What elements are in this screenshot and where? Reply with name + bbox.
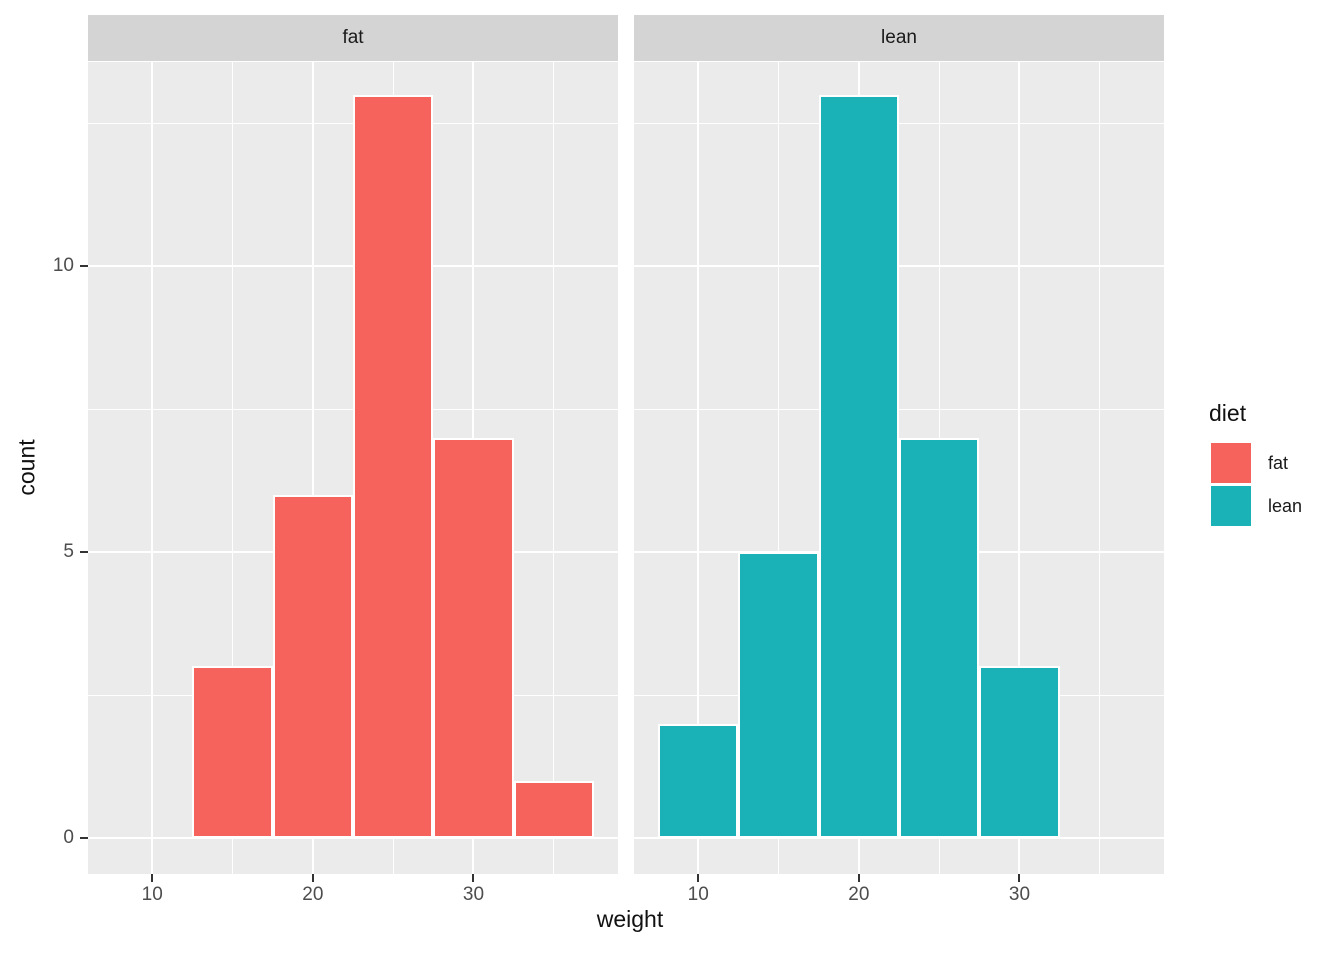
x-minor-gridline [553,62,555,874]
facet-strip-label: fat [342,27,364,48]
x-minor-gridline [1099,62,1101,874]
y-minor-gridline [634,122,1164,124]
x-tick [697,874,700,882]
x-major-gridline [1018,62,1021,874]
y-tick-label: 5 [63,541,74,563]
y-tick [80,265,88,268]
facet-strip-lean: lean [634,15,1164,61]
x-tick-label: 10 [687,884,709,905]
x-minor-gridline [778,62,780,874]
legend-title: diet [1209,400,1247,426]
y-tick-label: 10 [52,255,74,277]
histogram-bar-fat-35 [513,780,594,838]
y-tick-label: 0 [63,827,74,848]
x-tick-label: 10 [141,884,163,905]
facet-strip-fat: fat [88,15,618,61]
histogram-bar-lean-30 [979,666,1060,838]
legend-key-lean: lean [1206,486,1302,526]
y-minor-gridline [634,408,1164,410]
histogram-bar-lean-25 [899,437,980,838]
x-tick [1018,874,1021,882]
histogram-bar-fat-15 [192,666,273,838]
histogram-bar-lean-15 [738,552,819,838]
x-tick-label: 30 [1008,884,1031,905]
y-major-gridline [634,265,1164,268]
legend-swatch-lean [1211,486,1251,526]
histogram-bar-lean-20 [818,94,899,838]
x-axis-title: weight [596,906,664,932]
histogram-bar-fat-30 [433,437,514,838]
legend-swatch-fat [1211,443,1251,483]
y-tick [80,551,88,554]
y-axis-title: count [13,439,40,496]
facet-panel-lean [634,62,1164,874]
legend-label-fat: fat [1268,452,1289,473]
facet-strip-label: lean [881,27,917,48]
facet-panel-fat [88,62,618,874]
legend: diet fat lean [1206,400,1302,529]
histogram-bar-lean-10 [658,723,739,838]
histogram-bar-fat-20 [272,494,353,838]
x-tick-label: 20 [848,884,870,905]
x-major-gridline [697,62,700,874]
x-tick-label: 30 [462,884,485,905]
x-tick-label: 20 [302,884,324,905]
legend-label-lean: lean [1268,495,1303,516]
y-major-gridline [634,837,1164,839]
x-major-gridline [151,62,154,874]
x-tick [857,874,860,882]
x-minor-gridline [232,62,234,874]
histogram-bar-fat-25 [353,94,434,838]
x-tick [472,874,475,882]
x-major-gridline [311,62,314,874]
x-tick [151,874,154,882]
legend-key-fat: fat [1206,443,1302,483]
y-major-gridline [88,837,618,839]
x-tick [311,874,314,882]
y-tick [80,837,88,839]
